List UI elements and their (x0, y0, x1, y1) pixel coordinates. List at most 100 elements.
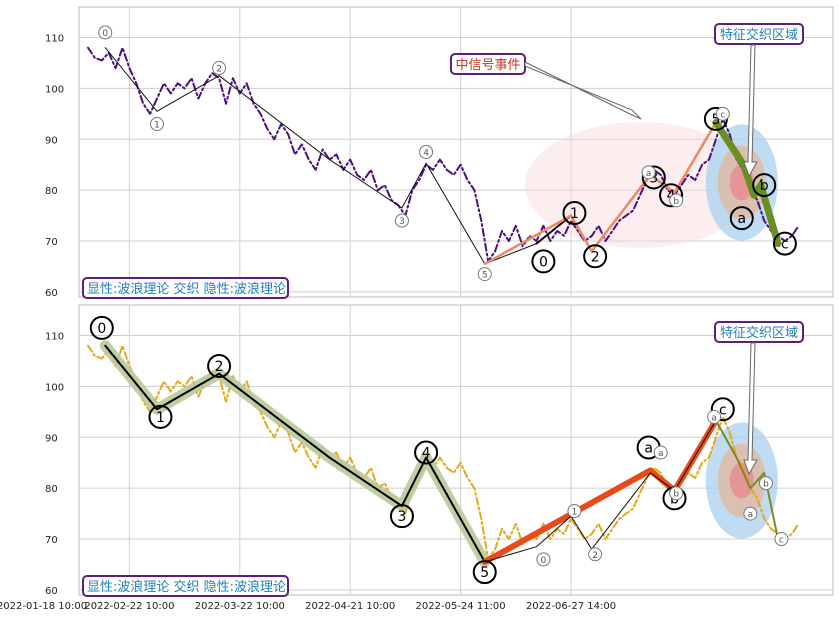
wave-label-circle (98, 25, 113, 40)
series-wave-black (104, 344, 486, 563)
wave-label-circle (641, 165, 656, 180)
wave-label: 1 (156, 410, 165, 426)
wave-label: a (737, 211, 746, 227)
y-tick-label: 90 (45, 433, 58, 444)
y-tick-label: 60 (45, 586, 58, 597)
legend-text: 显性:波浪理论 交织 隐性:波浪理论 (87, 579, 286, 595)
wave-label-circle (472, 560, 497, 585)
y-tick-label: 90 (45, 135, 58, 146)
series-price-dashdot (87, 46, 800, 263)
wave-label-circle (150, 117, 164, 132)
wave-label-circle (653, 445, 668, 460)
wave-label-circle (212, 61, 227, 76)
wave-label-circle (772, 231, 797, 256)
wave-label: 4 (423, 149, 429, 159)
wave-label-circle (531, 249, 556, 274)
wave-label: 3 (397, 509, 406, 525)
annotation-text: 特征交织区域 (720, 325, 798, 341)
wave-label: a (644, 440, 653, 456)
wave-label: a (658, 449, 664, 459)
y-tick-label: 80 (45, 484, 58, 495)
wave-label-circle (758, 476, 773, 491)
series-wave-olive (712, 119, 782, 248)
wave-label-circle (659, 183, 684, 208)
wave-label: 1 (572, 508, 578, 518)
annotation-arrow (743, 342, 758, 476)
x-tick-label: 2022-02-22 10:00 (84, 601, 174, 612)
x-tick-label: 2022-01-18 10:00 (0, 601, 87, 612)
wave-label: 3 (399, 217, 405, 227)
wave-label-circle (715, 106, 730, 121)
series-wave-olive-thin (714, 419, 779, 540)
wave-label: 2 (215, 359, 224, 375)
y-tick-label: 60 (45, 288, 58, 299)
y-tick-label: 110 (45, 332, 64, 343)
wave-label: 0 (541, 556, 547, 566)
y-tick-label: 80 (45, 186, 58, 197)
wave-label-circle (588, 547, 603, 562)
annotation-box (714, 321, 804, 343)
wave-label: 5 (482, 271, 488, 281)
wave-label-circle (89, 315, 114, 340)
wave-label: 1 (570, 206, 579, 222)
wave-label-circle (536, 552, 551, 567)
annotation-arrow (743, 44, 758, 178)
wave-label-circle (477, 267, 492, 282)
legend-box (82, 575, 289, 597)
panel-bottom: 60708090100110012345012ababcabac特征交织区域显性… (0, 304, 834, 612)
wave-label: 3 (649, 170, 658, 186)
wave-label: 5 (480, 565, 489, 581)
wave-label: 0 (539, 254, 548, 270)
x-tick-label: 2022-04-21 10:00 (305, 601, 395, 612)
wave-label-circle (389, 504, 414, 529)
x-tick-label: 2022-03-22 10:00 (195, 601, 285, 612)
legend-text: 显性:波浪理论 交织 隐性:波浪理论 (87, 281, 286, 297)
wave-label: c (719, 402, 727, 418)
wave-label-circle (562, 201, 587, 226)
wave-label: b (673, 197, 679, 207)
wave-label-circle (148, 404, 173, 429)
series-wave-salmon (483, 121, 718, 266)
wave-label: b (760, 178, 769, 194)
wave-label-circle (707, 409, 722, 424)
wave-label: a (646, 169, 652, 179)
y-tick-label: 100 (45, 382, 64, 393)
wave-label: b (763, 480, 769, 490)
wave-label: 0 (97, 321, 106, 337)
panel-top: 607080901001100123450123a4b5cabc中信号事件特征交… (45, 6, 834, 299)
wave-label-circle (774, 532, 789, 547)
wave-label: 1 (154, 121, 160, 131)
wave-label-circle (394, 213, 409, 228)
wave-label-circle (419, 145, 434, 159)
wave-label: 2 (591, 249, 600, 265)
wave-label-circle (743, 506, 758, 521)
wave-label: 5 (711, 112, 720, 128)
wave-label-circle (567, 504, 582, 519)
wave-label-circle (641, 165, 666, 190)
wave-label-circle (669, 193, 684, 208)
plot-frame (78, 304, 834, 596)
wave-label-circle (669, 486, 684, 501)
wave-label: c (720, 110, 725, 120)
wave-label: c (781, 237, 789, 253)
annotation-text: 特征交织区域 (720, 27, 798, 43)
y-tick-label: 100 (45, 84, 64, 95)
wave-label-circle (207, 354, 232, 379)
wave-label-circle (414, 440, 439, 465)
annotation-box (714, 23, 804, 45)
annotation-arrow (524, 61, 642, 120)
wave-label-circle (583, 244, 608, 269)
wave-label: c (779, 536, 784, 546)
wave-label: b (673, 490, 679, 500)
y-tick-label: 70 (45, 535, 58, 546)
wave-label: a (748, 510, 754, 520)
wave-label: 4 (422, 446, 431, 462)
wave-label: 2 (216, 65, 222, 75)
wave-label: 0 (102, 29, 108, 39)
wave-label-circle (710, 397, 735, 422)
x-tick-label: 2022-06-27 14:00 (526, 601, 616, 612)
wave-label-circle (752, 173, 777, 198)
annotation-text: 中信号事件 (455, 58, 520, 73)
wave-label: 2 (592, 551, 598, 561)
